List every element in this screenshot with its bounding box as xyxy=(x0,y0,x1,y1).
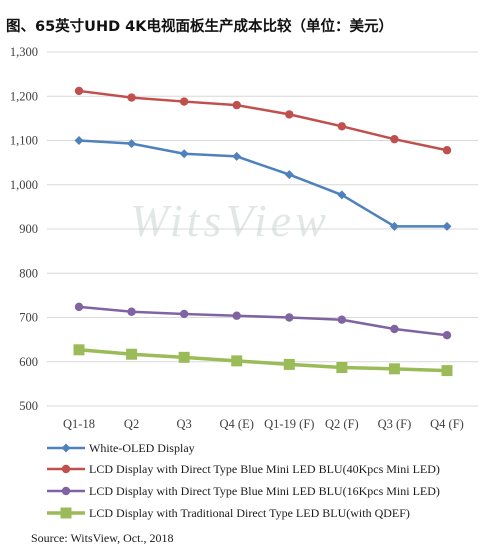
data-point xyxy=(390,324,399,334)
data-point xyxy=(283,358,295,370)
data-point xyxy=(73,344,85,356)
legend-item: LCD Display with Direct Type Blue Mini L… xyxy=(47,462,440,476)
legend-item: White-OLED Display xyxy=(47,441,195,455)
data-point xyxy=(388,363,400,375)
source-note: Source: WitsView, Oct., 2018 xyxy=(31,531,174,545)
data-point xyxy=(74,136,84,145)
data-point xyxy=(127,93,136,102)
series-line xyxy=(78,89,448,152)
data-point xyxy=(442,146,452,155)
legend-label: White-OLED Display xyxy=(89,441,195,455)
data-point xyxy=(285,313,294,322)
x-tick-label: Q4 (F) xyxy=(430,417,464,431)
y-tick-label: 1,300 xyxy=(10,45,38,59)
data-point xyxy=(61,486,71,496)
legend-label: LCD Display with Direct Type Blue Mini L… xyxy=(89,484,440,498)
chart-title: 图、65英寸UHD 4K电视面板生产成本比较（单位：美元） xyxy=(6,19,393,35)
y-tick-label: 1,000 xyxy=(10,178,38,192)
data-point xyxy=(74,302,84,312)
data-point xyxy=(179,97,189,106)
legend-label: LCD Display with Direct Type Blue Mini L… xyxy=(89,462,440,476)
data-point xyxy=(284,170,294,180)
y-axis-ticks: 500 600 700 800 900 1,000 1,100 1,200 1,300 xyxy=(10,45,38,413)
series-layer xyxy=(73,86,453,377)
y-tick-label: 900 xyxy=(19,222,38,236)
series-line xyxy=(78,348,448,373)
data-point xyxy=(60,507,72,519)
data-point xyxy=(390,134,399,144)
y-tick-label: 700 xyxy=(19,311,38,325)
series-3 xyxy=(74,302,452,340)
legend-label: LCD Display with Traditional Direct Type… xyxy=(89,506,410,520)
legend-item: LCD Display with Direct Type Blue Mini L… xyxy=(47,484,440,498)
x-tick-label: Q2 (F) xyxy=(325,417,359,431)
y-tick-label: 600 xyxy=(19,355,38,369)
y-tick-label: 1,100 xyxy=(10,134,38,148)
data-point xyxy=(127,307,136,316)
data-point xyxy=(336,362,348,374)
series-line xyxy=(78,139,447,228)
watermark-logo: WitsView xyxy=(130,195,330,246)
series-2 xyxy=(74,86,452,155)
x-tick-label: Q3 (F) xyxy=(378,417,412,431)
x-tick-label: Q3 xyxy=(177,417,192,431)
data-point xyxy=(61,443,71,453)
legend-item: LCD Display with Traditional Direct Type… xyxy=(47,506,410,520)
y-tick-label: 1,200 xyxy=(10,89,38,103)
data-point xyxy=(74,86,84,96)
data-point xyxy=(337,122,347,131)
x-axis-ticks: Q1-18 Q2 Q3 Q4 (E) Q1-19 (F) Q2 (F) Q3 (F) Q4 (… xyxy=(63,417,464,431)
y-tick-label: 800 xyxy=(19,266,38,280)
legend: White-OLED Display LCD Display with Direc… xyxy=(47,441,440,520)
series-1 xyxy=(74,136,452,231)
data-point xyxy=(126,348,138,360)
x-tick-label: Q4 (E) xyxy=(220,417,254,431)
x-tick-label: Q1-19 (F) xyxy=(264,417,314,431)
data-point xyxy=(442,331,452,340)
x-tick-label: Q1-18 xyxy=(63,417,95,431)
x-tick-label: Q2 xyxy=(124,417,139,431)
y-tick-label: 500 xyxy=(19,399,38,413)
data-point xyxy=(442,221,452,231)
data-point xyxy=(232,311,241,320)
data-point xyxy=(232,151,242,161)
data-point xyxy=(231,355,243,367)
data-point xyxy=(337,315,347,324)
data-point xyxy=(389,221,399,231)
data-point xyxy=(127,139,137,149)
data-point xyxy=(179,309,189,319)
data-point xyxy=(179,149,189,159)
data-point xyxy=(285,110,294,119)
series-4 xyxy=(73,344,453,377)
series-line xyxy=(78,305,448,337)
data-point xyxy=(178,351,190,363)
data-point xyxy=(232,100,241,110)
data-point xyxy=(61,464,71,474)
data-point xyxy=(441,365,453,377)
data-point xyxy=(337,190,347,200)
